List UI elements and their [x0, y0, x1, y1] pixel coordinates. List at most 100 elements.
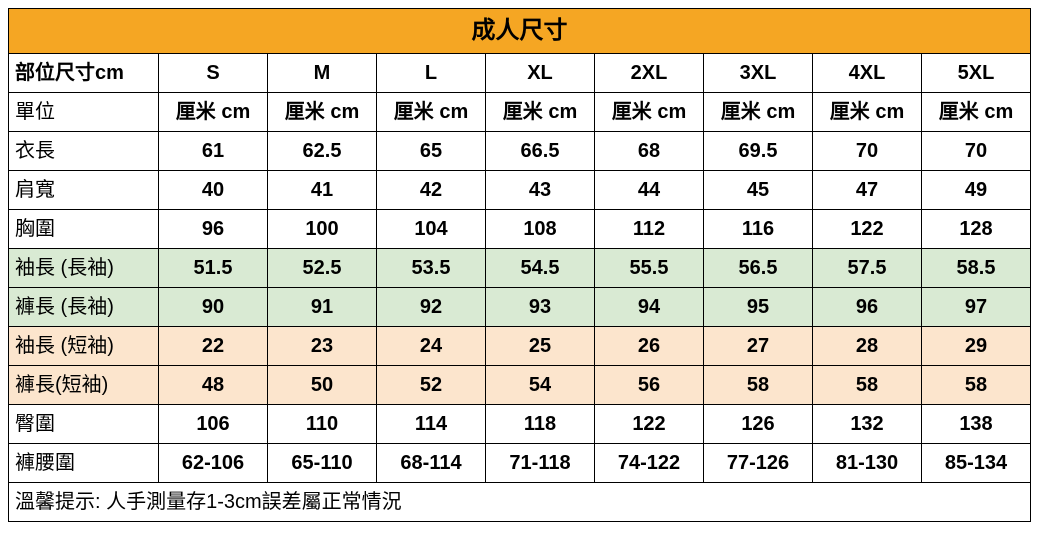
data-cell: 116: [704, 210, 813, 249]
data-cell: 108: [486, 210, 595, 249]
unit-cell: 厘米 cm: [922, 93, 1031, 132]
row-label: 臀圍: [9, 405, 159, 444]
header-size: 5XL: [922, 54, 1031, 93]
unit-cell: 厘米 cm: [377, 93, 486, 132]
data-cell: 44: [595, 171, 704, 210]
data-cell: 56.5: [704, 249, 813, 288]
table-row: 褲長(短袖)4850525456585858: [9, 366, 1031, 405]
data-cell: 132: [813, 405, 922, 444]
data-cell: 112: [595, 210, 704, 249]
data-cell: 43: [486, 171, 595, 210]
data-cell: 51.5: [159, 249, 268, 288]
data-cell: 58: [922, 366, 1031, 405]
data-cell: 42: [377, 171, 486, 210]
data-cell: 71-118: [486, 444, 595, 483]
data-cell: 54.5: [486, 249, 595, 288]
data-cell: 95: [704, 288, 813, 327]
unit-row: 單位厘米 cm厘米 cm厘米 cm厘米 cm厘米 cm厘米 cm厘米 cm厘米 …: [9, 93, 1031, 132]
table-row: 袖長 (短袖)2223242526272829: [9, 327, 1031, 366]
data-cell: 126: [704, 405, 813, 444]
header-size: 4XL: [813, 54, 922, 93]
unit-cell: 厘米 cm: [704, 93, 813, 132]
table-row: 胸圍96100104108112116122128: [9, 210, 1031, 249]
data-cell: 57.5: [813, 249, 922, 288]
data-cell: 92: [377, 288, 486, 327]
data-cell: 41: [268, 171, 377, 210]
data-cell: 104: [377, 210, 486, 249]
data-cell: 94: [595, 288, 704, 327]
data-cell: 28: [813, 327, 922, 366]
table-row: 肩寬4041424344454749: [9, 171, 1031, 210]
data-cell: 97: [922, 288, 1031, 327]
data-cell: 24: [377, 327, 486, 366]
title-row: 成人尺寸: [9, 9, 1031, 54]
data-cell: 70: [922, 132, 1031, 171]
size-chart-table: 成人尺寸 部位尺寸cmSMLXL2XL3XL4XL5XL單位厘米 cm厘米 cm…: [8, 8, 1031, 522]
data-cell: 77-126: [704, 444, 813, 483]
row-label: 褲長 (長袖): [9, 288, 159, 327]
data-cell: 96: [813, 288, 922, 327]
data-cell: 65: [377, 132, 486, 171]
header-row: 部位尺寸cmSMLXL2XL3XL4XL5XL: [9, 54, 1031, 93]
data-cell: 53.5: [377, 249, 486, 288]
data-cell: 68-114: [377, 444, 486, 483]
data-cell: 69.5: [704, 132, 813, 171]
data-cell: 58.5: [922, 249, 1031, 288]
row-label: 袖長 (短袖): [9, 327, 159, 366]
unit-cell: 厘米 cm: [268, 93, 377, 132]
header-size: L: [377, 54, 486, 93]
data-cell: 65-110: [268, 444, 377, 483]
row-label: 衣長: [9, 132, 159, 171]
header-size: XL: [486, 54, 595, 93]
data-cell: 22: [159, 327, 268, 366]
data-cell: 23: [268, 327, 377, 366]
data-cell: 122: [595, 405, 704, 444]
data-cell: 96: [159, 210, 268, 249]
data-cell: 29: [922, 327, 1031, 366]
data-cell: 122: [813, 210, 922, 249]
data-cell: 54: [486, 366, 595, 405]
unit-cell: 厘米 cm: [486, 93, 595, 132]
data-cell: 66.5: [486, 132, 595, 171]
row-label: 肩寬: [9, 171, 159, 210]
data-cell: 48: [159, 366, 268, 405]
data-cell: 81-130: [813, 444, 922, 483]
row-label: 褲長(短袖): [9, 366, 159, 405]
unit-cell: 厘米 cm: [813, 93, 922, 132]
data-cell: 47: [813, 171, 922, 210]
data-cell: 50: [268, 366, 377, 405]
table-row: 袖長 (長袖)51.552.553.554.555.556.557.558.5: [9, 249, 1031, 288]
data-cell: 68: [595, 132, 704, 171]
header-size: 3XL: [704, 54, 813, 93]
data-cell: 58: [704, 366, 813, 405]
footer-note: 溫馨提示: 人手測量存1-3cm誤差屬正常情況: [9, 483, 1031, 522]
table-row: 衣長6162.56566.56869.57070: [9, 132, 1031, 171]
data-cell: 58: [813, 366, 922, 405]
row-label: 袖長 (長袖): [9, 249, 159, 288]
data-cell: 106: [159, 405, 268, 444]
header-size: M: [268, 54, 377, 93]
header-size: S: [159, 54, 268, 93]
data-cell: 91: [268, 288, 377, 327]
row-label: 褲腰圍: [9, 444, 159, 483]
row-label: 胸圍: [9, 210, 159, 249]
data-cell: 52: [377, 366, 486, 405]
data-cell: 90: [159, 288, 268, 327]
data-cell: 70: [813, 132, 922, 171]
data-cell: 100: [268, 210, 377, 249]
data-cell: 138: [922, 405, 1031, 444]
table-row: 臀圍106110114118122126132138: [9, 405, 1031, 444]
size-chart-wrapper: 成人尺寸 部位尺寸cmSMLXL2XL3XL4XL5XL單位厘米 cm厘米 cm…: [8, 8, 1030, 522]
data-cell: 27: [704, 327, 813, 366]
table-row: 褲腰圍62-10665-11068-11471-11874-12277-1268…: [9, 444, 1031, 483]
table-row: 褲長 (長袖)9091929394959697: [9, 288, 1031, 327]
data-cell: 74-122: [595, 444, 704, 483]
data-cell: 52.5: [268, 249, 377, 288]
data-cell: 118: [486, 405, 595, 444]
data-cell: 128: [922, 210, 1031, 249]
unit-cell: 厘米 cm: [595, 93, 704, 132]
data-cell: 56: [595, 366, 704, 405]
data-cell: 49: [922, 171, 1031, 210]
header-label: 部位尺寸cm: [9, 54, 159, 93]
data-cell: 114: [377, 405, 486, 444]
